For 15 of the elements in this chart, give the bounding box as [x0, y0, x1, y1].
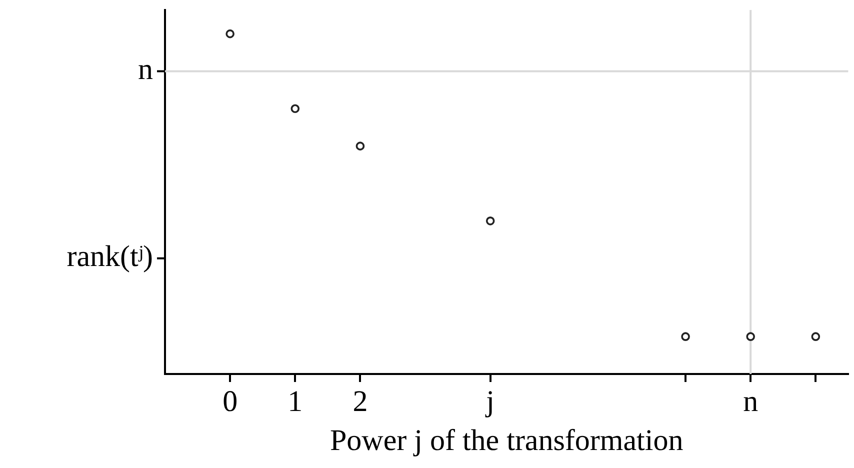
- point: [356, 142, 365, 150]
- x-tick-label: j: [485, 384, 495, 418]
- x-tick-label: 2: [352, 384, 368, 418]
- x-axis-title: Power j of the transformation: [330, 424, 684, 457]
- x-tick-label: 1: [288, 384, 303, 418]
- point: [681, 332, 690, 341]
- point: [746, 332, 755, 341]
- point: [226, 29, 234, 38]
- ref-line-label: rank(tʲ): [66, 240, 153, 274]
- point: [486, 216, 495, 226]
- point: [811, 332, 820, 341]
- x-tick-label: 0: [222, 384, 238, 418]
- ref-line-label: n: [138, 53, 153, 86]
- point: [290, 104, 300, 114]
- x-tick-label: n: [743, 384, 758, 418]
